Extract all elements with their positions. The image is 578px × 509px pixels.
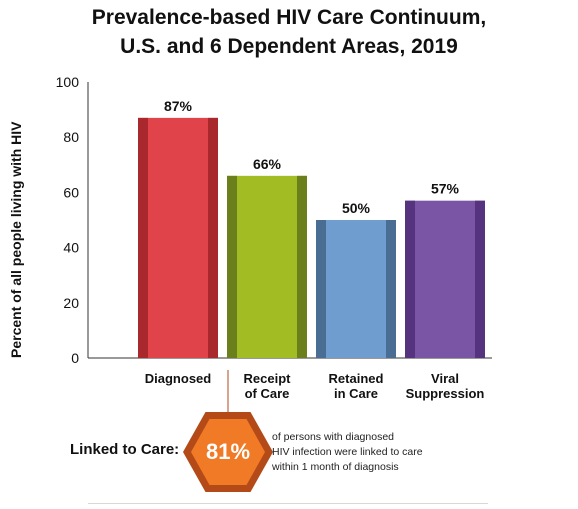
chart-subtitle: U.S. and 6 Dependent Areas, 2019: [120, 35, 458, 58]
bar-value-label: 50%: [342, 200, 371, 216]
x-category-label: Receipt: [244, 371, 292, 386]
linked-to-care-value: 81%: [205, 439, 251, 464]
bar-left-edge: [405, 200, 415, 358]
bottom-divider: [88, 503, 488, 504]
x-category-label: Viral: [431, 371, 459, 386]
bar-right-edge: [475, 200, 485, 358]
chart-title: Prevalence-based HIV Care Continuum,: [91, 6, 487, 29]
x-category-label: Diagnosed: [145, 371, 212, 386]
x-category-label: Suppression: [406, 386, 485, 401]
y-tick-label: 100: [56, 74, 80, 90]
bar-value-label: 87%: [164, 98, 193, 114]
bar-left-edge: [138, 117, 148, 358]
x-category-label: of Care: [245, 386, 290, 401]
note-line: HIV infection were linked to care: [272, 446, 423, 458]
bar-value-label: 66%: [253, 156, 282, 172]
bar-right-edge: [297, 175, 307, 358]
note-line: within 1 month of diagnosis: [272, 461, 399, 473]
y-tick-label: 20: [63, 295, 79, 311]
linked-to-care-note: of persons with diagnosed HIV infection …: [272, 430, 432, 475]
linked-to-care-hexagon: 81%: [183, 412, 273, 492]
x-category-label: Retained: [329, 371, 384, 386]
bar: [227, 175, 307, 358]
bar: [316, 220, 396, 358]
bar-left-edge: [227, 175, 237, 358]
y-tick-label: 40: [63, 240, 79, 256]
bar-value-label: 57%: [431, 181, 460, 197]
bar: [138, 117, 218, 358]
y-tick-label: 0: [71, 350, 79, 366]
bar-right-edge: [386, 220, 396, 358]
y-tick-label: 80: [63, 129, 79, 145]
bar: [405, 200, 485, 358]
bar-left-edge: [316, 220, 326, 358]
y-tick-label: 60: [63, 184, 79, 200]
x-category-label: in Care: [334, 386, 378, 401]
bar-right-edge: [208, 117, 218, 358]
note-line: of persons with diagnosed: [272, 431, 394, 443]
linked-to-care-label: Linked to Care:: [70, 441, 180, 458]
